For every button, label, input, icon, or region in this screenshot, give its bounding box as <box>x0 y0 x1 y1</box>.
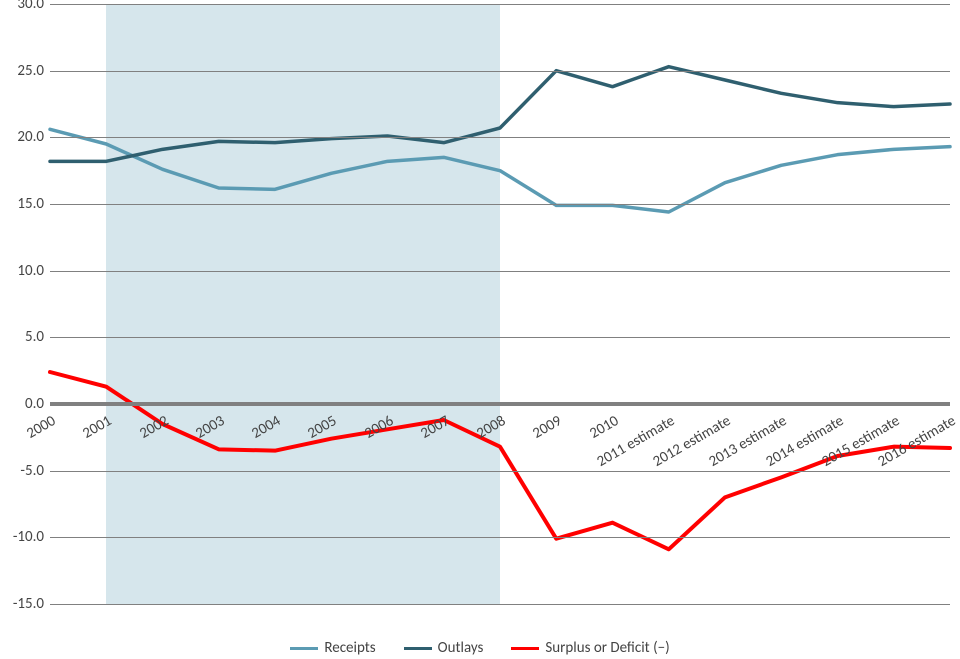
legend-label: Surplus or Deficit (−) <box>545 639 669 657</box>
grid-line <box>50 471 950 472</box>
y-tick-label: 25.0 <box>17 62 50 80</box>
y-tick-label: -5.0 <box>20 462 50 480</box>
y-tick-label: 30.0 <box>17 0 50 13</box>
legend-item-deficit: Surplus or Deficit (−) <box>511 639 669 657</box>
y-tick-label: 5.0 <box>25 328 50 346</box>
series-line-surplus-or-deficit- <box>50 372 950 549</box>
legend-swatch <box>404 647 432 650</box>
y-tick-label: -10.0 <box>13 528 50 546</box>
grid-line <box>50 204 950 205</box>
chart-series <box>50 4 950 604</box>
grid-line <box>50 337 950 338</box>
grid-line <box>50 137 950 138</box>
grid-line <box>50 271 950 272</box>
chart-container: 30.0 25.0 20.0 15.0 10.0 5.0 0.0 -5.0 -10.0 -15.0… <box>0 0 960 659</box>
y-tick-label: 0.0 <box>25 395 50 413</box>
series-line-outlays <box>50 67 950 162</box>
y-tick-label: 10.0 <box>17 262 50 280</box>
zero-axis-line <box>50 402 950 406</box>
y-tick-label: -15.0 <box>13 595 50 613</box>
series-line-receipts <box>50 129 950 212</box>
y-tick-label: 20.0 <box>17 128 50 146</box>
legend-label: Receipts <box>324 639 375 657</box>
legend-item-outlays: Outlays <box>404 639 484 657</box>
grid-line <box>50 537 950 538</box>
grid-line <box>50 604 950 605</box>
grid-line <box>50 4 950 5</box>
grid-line <box>50 71 950 72</box>
plot-area: 30.025.020.015.010.05.00.0-5.0-10.0-15.0… <box>50 4 950 604</box>
legend: Receipts Outlays Surplus or Deficit (−) <box>0 639 960 657</box>
y-tick-label: 15.0 <box>17 195 50 213</box>
legend-swatch <box>290 647 318 650</box>
legend-item-receipts: Receipts <box>290 639 375 657</box>
legend-swatch <box>511 647 539 650</box>
legend-label: Outlays <box>438 639 484 657</box>
